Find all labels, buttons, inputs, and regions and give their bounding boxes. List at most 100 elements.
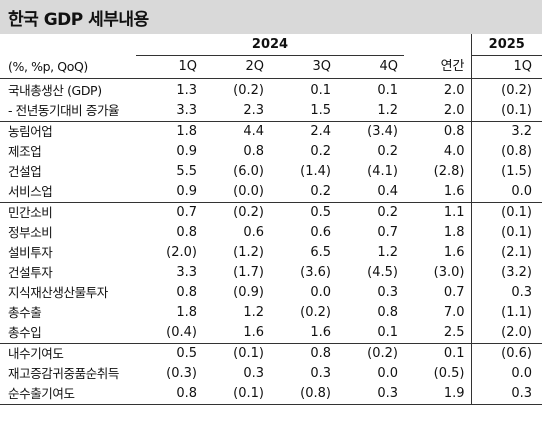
row-value: (4.5)	[367, 265, 398, 280]
col-header-2025-1q: 1Q	[470, 55, 542, 79]
row-value: 7.0	[443, 305, 465, 320]
row-value: 1.5	[310, 103, 331, 118]
row-value: 4.0	[443, 144, 465, 159]
row-value: 0.9	[176, 184, 197, 199]
row-value: 2.3	[243, 103, 264, 118]
table-row: 내수기여도 0.5 (0.1) 0.8 (0.2) 0.1 (0.6)	[0, 343, 542, 364]
row-value: 0.8	[176, 225, 197, 240]
row-value: 1.2	[377, 103, 398, 118]
header-blank	[0, 34, 136, 56]
row-label: 제조업	[8, 144, 42, 159]
table-row: 서비스업 0.9 (0.0) 0.2 0.4 1.6 0.0	[0, 182, 542, 203]
row-value: (1.1)	[470, 303, 542, 323]
row-value: 2.4	[270, 121, 337, 142]
row-value: 1.2	[377, 245, 398, 260]
row-value: 0.8	[404, 121, 471, 142]
row-value: 2.5	[443, 325, 465, 340]
table-row: 정부소비 0.8 0.6 0.6 0.7 1.8 (0.1)	[0, 223, 542, 243]
row-value: (0.0)	[233, 184, 264, 199]
col-header-2024-4q: 4Q	[337, 55, 404, 79]
col-header-2024-1q: 1Q	[136, 55, 203, 79]
row-value: (3.6)	[300, 265, 331, 280]
row-value: 0.8	[377, 305, 398, 320]
row-value: (0.1)	[470, 223, 542, 243]
col-header-annual: 연간	[404, 55, 471, 79]
row-value: (6.0)	[233, 164, 264, 179]
row-value: 3.2	[470, 121, 542, 142]
row-value: (0.8)	[270, 384, 337, 405]
row-value: 0.8	[243, 144, 264, 159]
row-value: 0.1	[377, 325, 398, 340]
row-value: (0.2)	[470, 78, 542, 101]
row-value: 0.5	[136, 343, 203, 364]
row-value: 0.2	[310, 184, 331, 199]
table-row: 재고증감귀중품순취득 (0.3) 0.3 0.3 0.0 (0.5) 0.0	[0, 364, 542, 384]
row-value: 0.2	[310, 144, 331, 159]
row-value: 1.1	[404, 202, 471, 223]
row-value: 4.4	[203, 121, 270, 142]
row-value: 3.3	[176, 103, 197, 118]
row-label: - 전년동기대비 증가율	[8, 103, 120, 118]
table-row: 건설업 5.5 (6.0) (1.4) (4.1) (2.8) (1.5)	[0, 162, 542, 182]
row-value: (0.5)	[433, 366, 465, 381]
table-row: 순수출기여도 0.8 (0.1) (0.8) 0.3 1.9 0.3	[0, 384, 542, 405]
row-value: 0.0	[470, 182, 542, 203]
row-value: (0.2)	[203, 202, 270, 223]
row-value: 1.8	[176, 305, 197, 320]
column-header-row: (%, %p, QoQ) 1Q 2Q 3Q 4Q 연간 1Q	[0, 55, 542, 79]
row-value: (1.2)	[233, 245, 264, 260]
row-value: 0.6	[310, 225, 331, 240]
row-value: 0.2	[337, 202, 404, 223]
year-header-row: 2024 2025	[0, 34, 542, 56]
row-value: 0.1	[310, 83, 331, 98]
row-value: 1.6	[310, 325, 331, 340]
row-value: 0.0	[310, 285, 331, 300]
table-row: 건설투자 3.3 (1.7) (3.6) (4.5) (3.0) (3.2)	[0, 263, 542, 283]
row-value: 2.0	[443, 103, 465, 118]
row-label: 설비투자	[8, 245, 53, 260]
col-header-2024-3q: 3Q	[270, 55, 337, 79]
row-value: (1.7)	[233, 265, 264, 280]
row-value: (4.1)	[367, 164, 398, 179]
row-label: 재고증감귀중품순취득	[8, 366, 120, 381]
row-value: 0.6	[243, 225, 264, 240]
row-label: 국내총생산 (GDP)	[8, 83, 102, 98]
row-value: 0.3	[470, 384, 542, 405]
row-value: (0.6)	[470, 343, 542, 364]
row-label: 순수출기여도	[0, 384, 136, 405]
row-value: 0.3	[470, 283, 542, 303]
col-header-2024-2q: 2Q	[203, 55, 270, 79]
row-value: 0.0	[470, 364, 542, 384]
table-row: 총수출 1.8 1.2 (0.2) 0.8 7.0 (1.1)	[0, 303, 542, 323]
row-label: 농림어업	[0, 121, 136, 142]
row-value: (1.4)	[300, 164, 331, 179]
row-value: (2.8)	[433, 164, 465, 179]
table-row: 농림어업 1.8 4.4 2.4 (3.4) 0.8 3.2	[0, 121, 542, 142]
row-value: (0.1)	[470, 202, 542, 223]
row-value: 0.7	[377, 225, 398, 240]
title-bar: 한국 GDP 세부내용	[0, 0, 542, 34]
row-value: 0.7	[136, 202, 203, 223]
table-row: 제조업 0.9 0.8 0.2 0.2 4.0 (0.8)	[0, 142, 542, 162]
row-value: (0.1)	[203, 384, 270, 405]
row-value: (0.2)	[337, 343, 404, 364]
row-value: 1.9	[404, 384, 471, 405]
row-value: (2.0)	[470, 323, 542, 344]
row-value: (0.8)	[470, 142, 542, 162]
row-value: 1.3	[176, 83, 197, 98]
row-value: (0.4)	[166, 325, 197, 340]
row-label: 총수출	[8, 305, 42, 320]
row-value: 0.8	[136, 384, 203, 405]
unit-label: (%, %p, QoQ)	[0, 55, 136, 79]
row-value: (3.2)	[470, 263, 542, 283]
row-value: (1.5)	[470, 162, 542, 182]
row-value: 0.5	[270, 202, 337, 223]
row-value: 6.5	[310, 245, 331, 260]
row-label: 지식재산생산물투자	[8, 285, 108, 300]
row-value: (0.1)	[203, 343, 270, 364]
row-label: 총수입	[8, 325, 42, 340]
row-value: 0.3	[377, 285, 398, 300]
table-row: 민간소비 0.7 (0.2) 0.5 0.2 1.1 (0.1)	[0, 202, 542, 223]
row-label: 정부소비	[8, 225, 53, 240]
row-value: 0.3	[243, 366, 264, 381]
